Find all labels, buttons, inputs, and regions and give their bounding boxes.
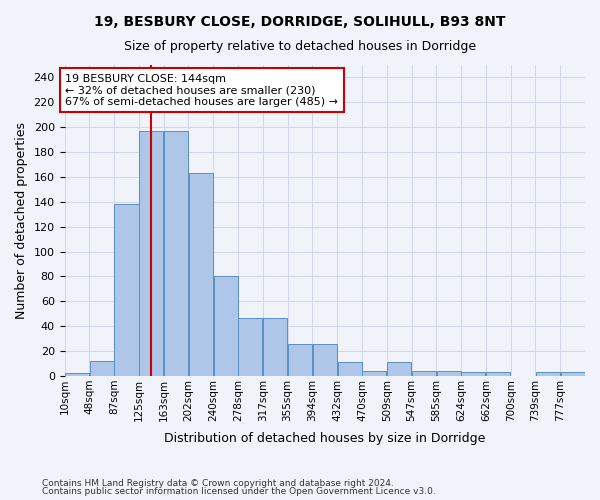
Bar (214, 276, 238, 376)
Bar (387, 362, 411, 376)
Bar (89, 361, 114, 376)
Bar (139, 131, 163, 376)
Bar (461, 372, 485, 376)
Text: Contains public sector information licensed under the Open Government Licence v3: Contains public sector information licen… (42, 487, 436, 496)
Bar (486, 372, 510, 376)
Bar (536, 372, 560, 376)
Bar (238, 318, 262, 376)
Text: Size of property relative to detached houses in Dorridge: Size of property relative to detached ho… (124, 40, 476, 53)
Bar (65, 374, 89, 376)
Y-axis label: Number of detached properties: Number of detached properties (15, 122, 28, 319)
Text: 19 BESBURY CLOSE: 144sqm
← 32% of detached houses are smaller (230)
67% of semi-: 19 BESBURY CLOSE: 144sqm ← 32% of detach… (65, 74, 338, 107)
Bar (560, 372, 584, 376)
Bar (362, 371, 386, 376)
Bar (437, 371, 461, 376)
Bar (115, 204, 139, 376)
Text: 19, BESBURY CLOSE, DORRIDGE, SOLIHULL, B93 8NT: 19, BESBURY CLOSE, DORRIDGE, SOLIHULL, B… (94, 15, 506, 29)
Bar (288, 344, 312, 376)
Bar (263, 318, 287, 376)
Bar (189, 173, 213, 376)
X-axis label: Distribution of detached houses by size in Dorridge: Distribution of detached houses by size … (164, 432, 485, 445)
Bar (338, 362, 362, 376)
Bar (313, 344, 337, 376)
Bar (412, 371, 436, 376)
Text: Contains HM Land Registry data © Crown copyright and database right 2024.: Contains HM Land Registry data © Crown c… (42, 478, 394, 488)
Bar (164, 131, 188, 376)
